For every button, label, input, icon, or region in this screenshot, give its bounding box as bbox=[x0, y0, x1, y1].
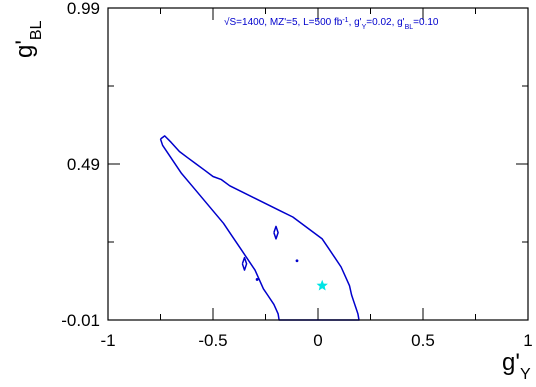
contour-dot bbox=[295, 259, 299, 263]
contour-line-0 bbox=[159, 135, 360, 321]
x-tick-label: 0 bbox=[313, 331, 322, 350]
contour-dot bbox=[255, 278, 259, 281]
x-tick-label: -0.5 bbox=[198, 331, 227, 350]
contour-series bbox=[159, 135, 360, 321]
plot-frame bbox=[107, 7, 529, 321]
y-axis-label: g'BL bbox=[11, 20, 45, 58]
x-tick-label: 1 bbox=[523, 331, 532, 350]
true-value-star-marker bbox=[316, 279, 328, 291]
tick-labels: -1 -0.5 0 0.5 1 -0.01 0.49 0.99 bbox=[61, 0, 532, 350]
axis-ticks bbox=[107, 7, 529, 321]
annotation-text: √S=1400, MZ'=5, L=500 fb-1, g'Y=0.02, g'… bbox=[224, 16, 439, 31]
x-axis-label: g'Y bbox=[502, 349, 531, 383]
y-tick-label: 0.99 bbox=[67, 0, 100, 18]
y-tick-label: -0.01 bbox=[61, 311, 100, 330]
x-tick-label: 0.5 bbox=[411, 331, 435, 350]
y-tick-label: 0.49 bbox=[67, 155, 100, 174]
contour-line-2 bbox=[273, 225, 279, 240]
x-tick-label: -1 bbox=[100, 331, 115, 350]
contour-line-1 bbox=[241, 256, 248, 271]
